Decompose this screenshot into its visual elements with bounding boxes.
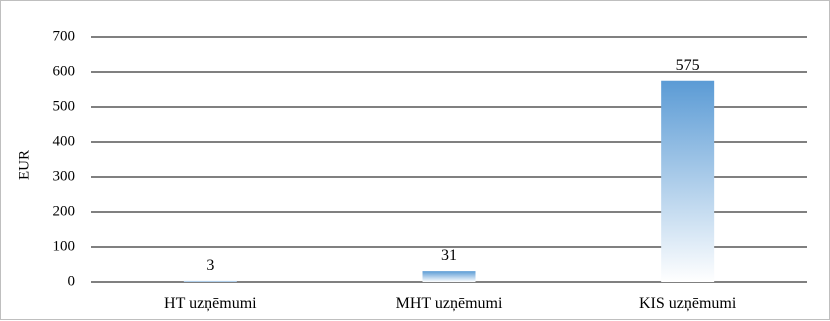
data-label: 575 (676, 57, 700, 74)
y-tick-label: 0 (68, 273, 76, 289)
data-labels: 3 31 575 (206, 57, 699, 274)
category-label: MHT uzņēmumi (396, 295, 503, 312)
x-axis-categories: HT uzņēmumi MHT uzņēmumi KIS uzņēmumi (164, 295, 737, 312)
y-tick-label: 600 (53, 63, 76, 79)
y-axis-title: EUR (16, 150, 32, 180)
gridlines (91, 36, 807, 283)
y-tick-label: 300 (53, 168, 76, 184)
data-label: 3 (206, 257, 214, 274)
y-tick-label: 700 (53, 28, 76, 44)
bar (422, 271, 476, 282)
data-label: 31 (441, 247, 457, 264)
y-tick-label: 200 (53, 203, 76, 219)
category-label: KIS uzņēmumi (639, 295, 737, 312)
y-axis-ticks: 0 100 200 300 400 500 600 700 (53, 28, 76, 289)
y-tick-label: 400 (53, 133, 76, 149)
bars (183, 80, 715, 282)
y-tick-label: 100 (53, 238, 76, 254)
bar (661, 80, 715, 282)
y-tick-label: 500 (53, 98, 76, 114)
category-label: HT uzņēmumi (164, 295, 257, 312)
bar (183, 280, 237, 282)
